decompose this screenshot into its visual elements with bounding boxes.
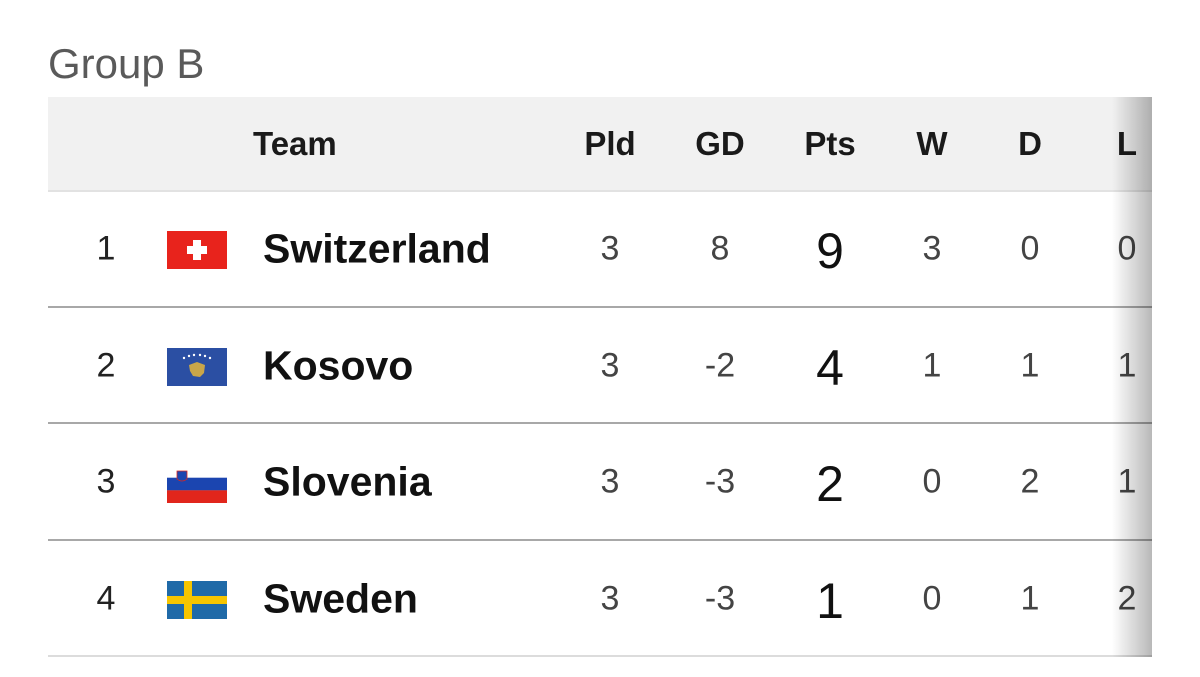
column-header: W: [916, 125, 948, 162]
stat: -2: [704, 346, 736, 385]
column-header: GD: [695, 125, 745, 162]
row-divider: [48, 538, 1152, 541]
stat: 3: [600, 229, 620, 268]
column-header: Pld: [584, 125, 636, 162]
stat: 3: [600, 462, 620, 501]
points: 2: [816, 456, 844, 513]
rank: 2: [96, 346, 116, 385]
stat: 0: [922, 462, 942, 501]
stat: 1: [1118, 463, 1137, 502]
stat: 2: [1118, 579, 1137, 618]
stat: 0: [1020, 229, 1040, 268]
team-name: Slovenia: [263, 458, 432, 505]
stat: -3: [704, 462, 736, 501]
stat: 3: [600, 346, 620, 385]
team-name: Switzerland: [263, 225, 491, 272]
column-header: Team: [253, 125, 337, 162]
stat: 8: [710, 229, 730, 268]
flag-kosovo: [167, 348, 227, 386]
rank: 3: [96, 462, 116, 501]
stat: 3: [922, 229, 942, 268]
team-name: Kosovo: [263, 342, 414, 389]
flag-switzerland: [167, 231, 227, 269]
points: 9: [816, 223, 844, 280]
stat: 0: [1118, 230, 1137, 269]
points: 4: [816, 339, 844, 396]
flag-sweden: [167, 581, 227, 619]
stat: 1: [1118, 346, 1137, 385]
stat: 1: [1020, 579, 1040, 618]
flag-slovenia: [167, 465, 227, 503]
column-header: D: [1018, 125, 1042, 162]
group-title: Group B: [48, 40, 205, 87]
row-divider: [48, 655, 1152, 657]
header-row: [48, 97, 1152, 192]
row-divider: [48, 305, 1152, 308]
scroll-shadow: [1112, 97, 1152, 657]
stat: -3: [704, 579, 736, 618]
stat: 0: [922, 579, 942, 618]
rank: 4: [96, 579, 116, 618]
column-header: Pts: [804, 125, 856, 162]
stat: 1: [922, 346, 942, 385]
stat: 3: [600, 579, 620, 618]
rank: 1: [96, 229, 116, 268]
row-divider: [48, 422, 1152, 424]
stat: 1: [1020, 346, 1040, 385]
points: 1: [816, 572, 844, 629]
stat: 2: [1020, 462, 1040, 501]
column-header: L: [1117, 125, 1137, 163]
team-name: Sweden: [263, 575, 418, 622]
